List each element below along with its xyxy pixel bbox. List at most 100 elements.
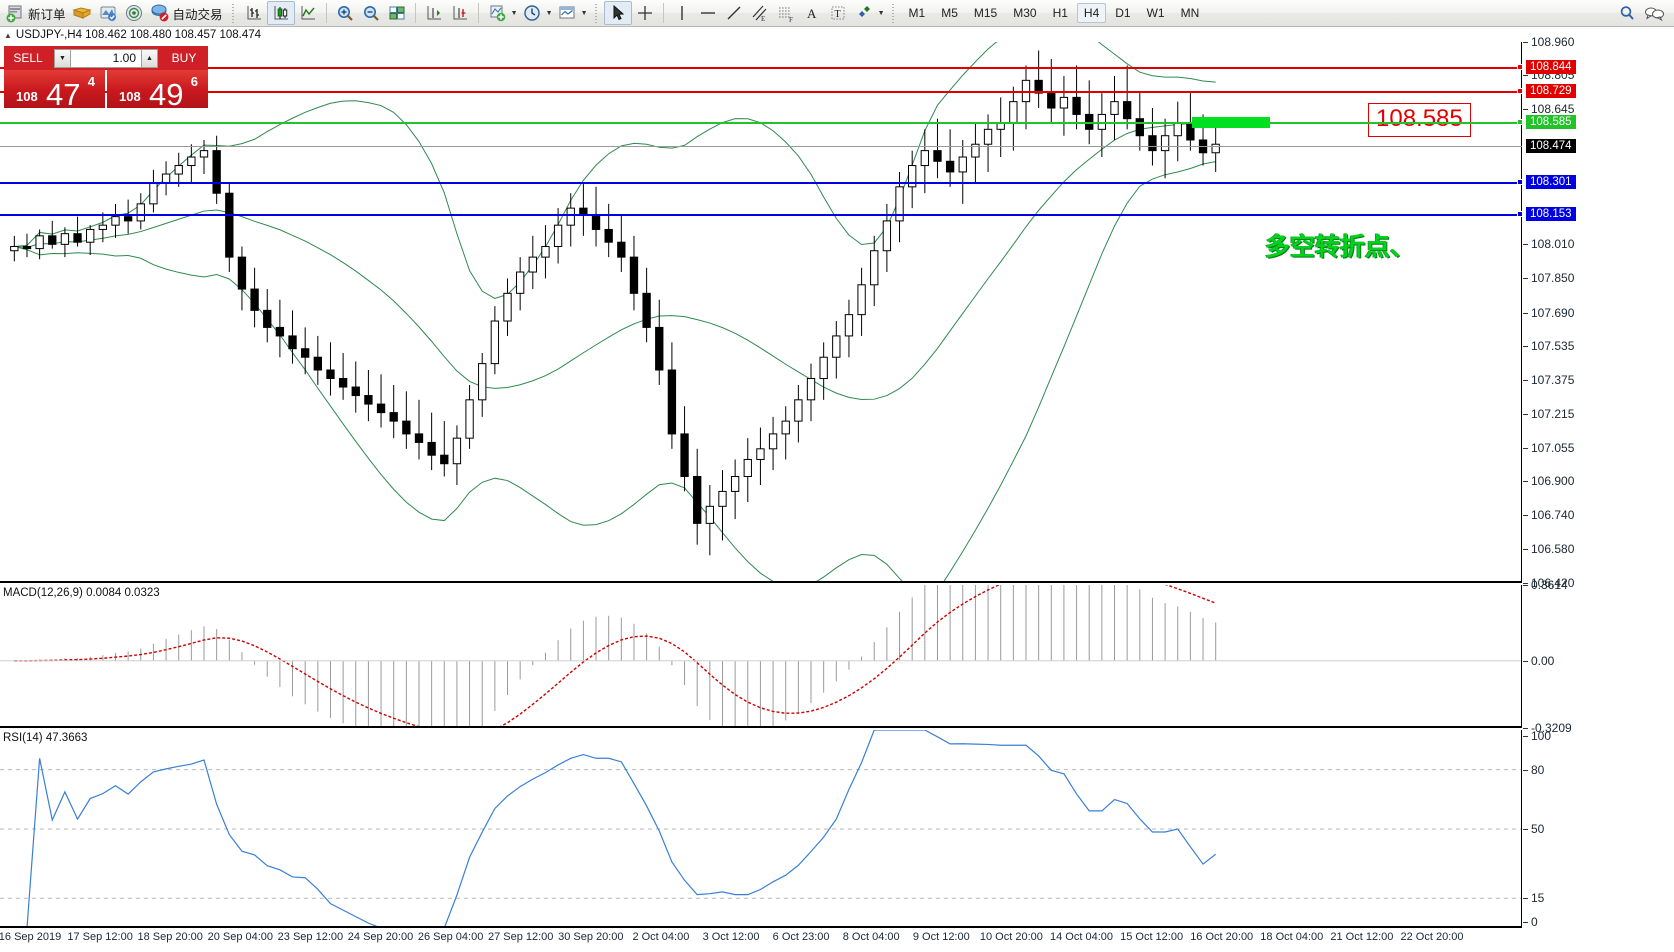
- price-tick-label: 107.850: [1531, 271, 1575, 286]
- price-level-badge[interactable]: 108.585: [1526, 114, 1576, 129]
- volume-input[interactable]: 1.00: [71, 48, 141, 68]
- price-tick-label: 107.690: [1531, 305, 1575, 320]
- price-tick: [1523, 109, 1528, 111]
- price-tick: [1523, 514, 1528, 516]
- tool-vertical-line-button[interactable]: [669, 1, 695, 25]
- tool-horizontal-line-button[interactable]: [695, 1, 721, 25]
- auto-scroll-icon: [424, 3, 444, 23]
- price-level-badge[interactable]: 108.153: [1526, 206, 1576, 221]
- price-chart-svg: [10, 42, 1220, 581]
- template-icon: [557, 3, 577, 23]
- scale-tick: [1523, 769, 1528, 771]
- fibonacci-icon: F: [776, 3, 796, 24]
- price-annotation-box[interactable]: 108.585: [1368, 102, 1471, 137]
- volume-control: ▼ 1.00 ▲: [52, 46, 160, 70]
- price-tick: [1523, 447, 1528, 449]
- tool-fibonacci-button[interactable]: F: [773, 1, 799, 25]
- periods-dropdown-arrow[interactable]: ▼: [545, 9, 553, 17]
- bar-chart-icon: [244, 3, 264, 23]
- rsi-pane[interactable]: RSI(14) 47.3663: [0, 730, 1522, 928]
- time-tick-label: 3 Oct 12:00: [702, 931, 760, 943]
- price-level-badge[interactable]: 108.729: [1526, 84, 1576, 99]
- toolbar-indicators-button[interactable]: [484, 1, 510, 25]
- price-scale[interactable]: 108.960 108.805 108.645 108.010 107.850 107.6…: [1523, 35, 1674, 929]
- tool-crosshair-button[interactable]: [632, 1, 658, 25]
- templates-dropdown-arrow[interactable]: ▼: [580, 9, 588, 17]
- toolbar-market-watch-button[interactable]: [121, 1, 147, 25]
- macd-pane[interactable]: MACD(12,26,9) 0.0084 0.0323: [0, 585, 1522, 728]
- sell-price-fraction: 4: [87, 74, 95, 89]
- toolbar-periods-button[interactable]: [519, 1, 545, 25]
- timeframe-d1[interactable]: D1: [1115, 6, 1131, 20]
- toolbar-autotrading-button[interactable]: 自动交易: [147, 1, 226, 25]
- text-icon: A: [802, 3, 822, 23]
- macd-tick-label: 0.00: [1531, 653, 1555, 668]
- scale-tick: [1523, 898, 1528, 900]
- price-tick: [1523, 548, 1528, 550]
- toolbar-search-button[interactable]: [1614, 1, 1640, 25]
- macd-svg: [0, 585, 1521, 726]
- toolbar-new-order-button[interactable]: 新订单: [2, 1, 69, 25]
- macd-label: MACD(12,26,9) 0.0084 0.0323: [3, 587, 160, 599]
- timeframe-w1[interactable]: W1: [1146, 6, 1165, 20]
- timeframe-m15[interactable]: M15: [973, 6, 998, 20]
- time-tick-label: 22 Oct 20:00: [1400, 931, 1464, 943]
- shapes-dropdown-arrow[interactable]: ▼: [877, 9, 885, 17]
- volume-increase-button[interactable]: ▲: [141, 48, 158, 68]
- toolbar-bar-chart-button[interactable]: [241, 1, 267, 25]
- price-tick: [1523, 413, 1528, 415]
- timeframe-mn[interactable]: MN: [1180, 6, 1200, 20]
- sell-price-box[interactable]: 108 47 4: [4, 70, 105, 110]
- tool-text-label-button[interactable]: T: [825, 1, 851, 25]
- toolbar-line-chart-button[interactable]: [295, 1, 321, 25]
- time-tick-label: 16 Sep 2019: [0, 931, 62, 943]
- scale-tick: [1523, 585, 1528, 586]
- chart-symbol-ohlc: USDJPY-,H4 108.462 108.480 108.457 108.4…: [15, 29, 262, 41]
- one-click-trading-panel: SELL ▼ 1.00 ▲ BUY 108 47 4 108 49 6: [4, 46, 208, 110]
- zoom-out-icon: [361, 3, 381, 23]
- toolbar-tile-windows-button[interactable]: [384, 1, 410, 25]
- timeframe-m1[interactable]: M1: [908, 6, 926, 20]
- tool-shapes-button[interactable]: [851, 1, 877, 25]
- buy-price-box[interactable]: 108 49 6: [107, 70, 208, 110]
- time-scale[interactable]: 16 Sep 2019 17 Sep 12:00 18 Sep 20:00 20 Se…: [0, 930, 1522, 950]
- vertical-line-icon: [672, 3, 692, 23]
- toolbar-auto-scroll-button[interactable]: [421, 1, 447, 25]
- toolbar-zoom-out-button[interactable]: [358, 1, 384, 25]
- toolbar-charts-button[interactable]: [69, 1, 95, 25]
- svg-text:A: A: [807, 6, 817, 21]
- timeframe-h4[interactable]: H4: [1076, 3, 1107, 23]
- toolbar-chat-button[interactable]: [1640, 1, 1666, 25]
- buy-button[interactable]: BUY: [160, 46, 208, 70]
- rsi-tick-label: 15: [1531, 891, 1545, 906]
- toolbar-candlestick-button[interactable]: [266, 1, 295, 25]
- price-chart-pane[interactable]: [0, 42, 1522, 583]
- sell-button[interactable]: SELL: [4, 46, 52, 70]
- volume-decrease-button[interactable]: ▼: [54, 48, 71, 68]
- toolbar-zoom-in-button[interactable]: [332, 1, 358, 25]
- toolbar-chart-shift-button[interactable]: [447, 1, 473, 25]
- price-level-badge[interactable]: 108.474: [1526, 138, 1576, 153]
- toolbar-templates-button[interactable]: [554, 1, 580, 25]
- price-row: 108 47 4 108 49 6: [4, 70, 208, 110]
- price-tick-label: 106.900: [1531, 473, 1575, 488]
- tool-text-button[interactable]: A: [799, 1, 825, 25]
- collapse-triangle-icon[interactable]: ▲: [4, 30, 12, 40]
- tool-cursor-button[interactable]: [603, 1, 632, 25]
- timeframe-h1[interactable]: H1: [1052, 6, 1068, 20]
- toolbar-separator-3: [888, 3, 898, 23]
- price-level-badge[interactable]: 108.301: [1526, 175, 1576, 190]
- timeframe-m30[interactable]: M30: [1013, 6, 1037, 20]
- indicators-dropdown-arrow[interactable]: ▼: [510, 9, 518, 17]
- chart-note-text[interactable]: 多空转折点、: [1265, 232, 1416, 261]
- price-level-badge[interactable]: 108.844: [1526, 59, 1576, 74]
- tool-channel-button[interactable]: E: [747, 1, 773, 25]
- price-tick-label: 107.535: [1531, 338, 1575, 353]
- buy-price-integer: 108: [119, 89, 141, 104]
- time-tick-label: 8 Oct 04:00: [842, 931, 900, 943]
- timeframe-m5[interactable]: M5: [941, 6, 958, 20]
- rsi-svg: [0, 730, 1521, 926]
- trade-controls-row: SELL ▼ 1.00 ▲ BUY: [4, 46, 208, 70]
- toolbar-profiles-button[interactable]: [95, 1, 121, 25]
- tool-trendline-button[interactable]: [721, 1, 747, 25]
